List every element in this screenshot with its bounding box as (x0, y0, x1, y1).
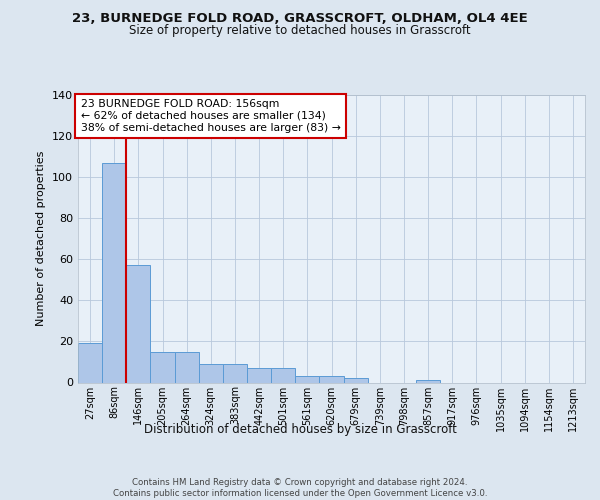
Bar (199, 364, 223, 382)
Bar (416, 380, 440, 382)
Text: 23, BURNEDGE FOLD ROAD, GRASSCROFT, OLDHAM, OL4 4EE: 23, BURNEDGE FOLD ROAD, GRASSCROFT, OLDH… (72, 12, 528, 26)
Bar (271, 368, 295, 382)
Bar (223, 364, 247, 382)
Text: Size of property relative to detached houses in Grasscroft: Size of property relative to detached ho… (129, 24, 471, 37)
Bar (295, 376, 319, 382)
Bar (319, 376, 344, 382)
Text: Distribution of detached houses by size in Grasscroft: Distribution of detached houses by size … (143, 422, 457, 436)
Y-axis label: Number of detached properties: Number of detached properties (37, 151, 46, 326)
Bar (102, 163, 126, 382)
Bar (126, 266, 151, 382)
Bar (247, 368, 271, 382)
Text: 23 BURNEDGE FOLD ROAD: 156sqm
← 62% of detached houses are smaller (134)
38% of : 23 BURNEDGE FOLD ROAD: 156sqm ← 62% of d… (80, 100, 340, 132)
Text: Contains HM Land Registry data © Crown copyright and database right 2024.
Contai: Contains HM Land Registry data © Crown c… (113, 478, 487, 498)
Bar (78, 344, 102, 382)
Bar (344, 378, 368, 382)
Bar (175, 352, 199, 382)
Bar (151, 352, 175, 382)
